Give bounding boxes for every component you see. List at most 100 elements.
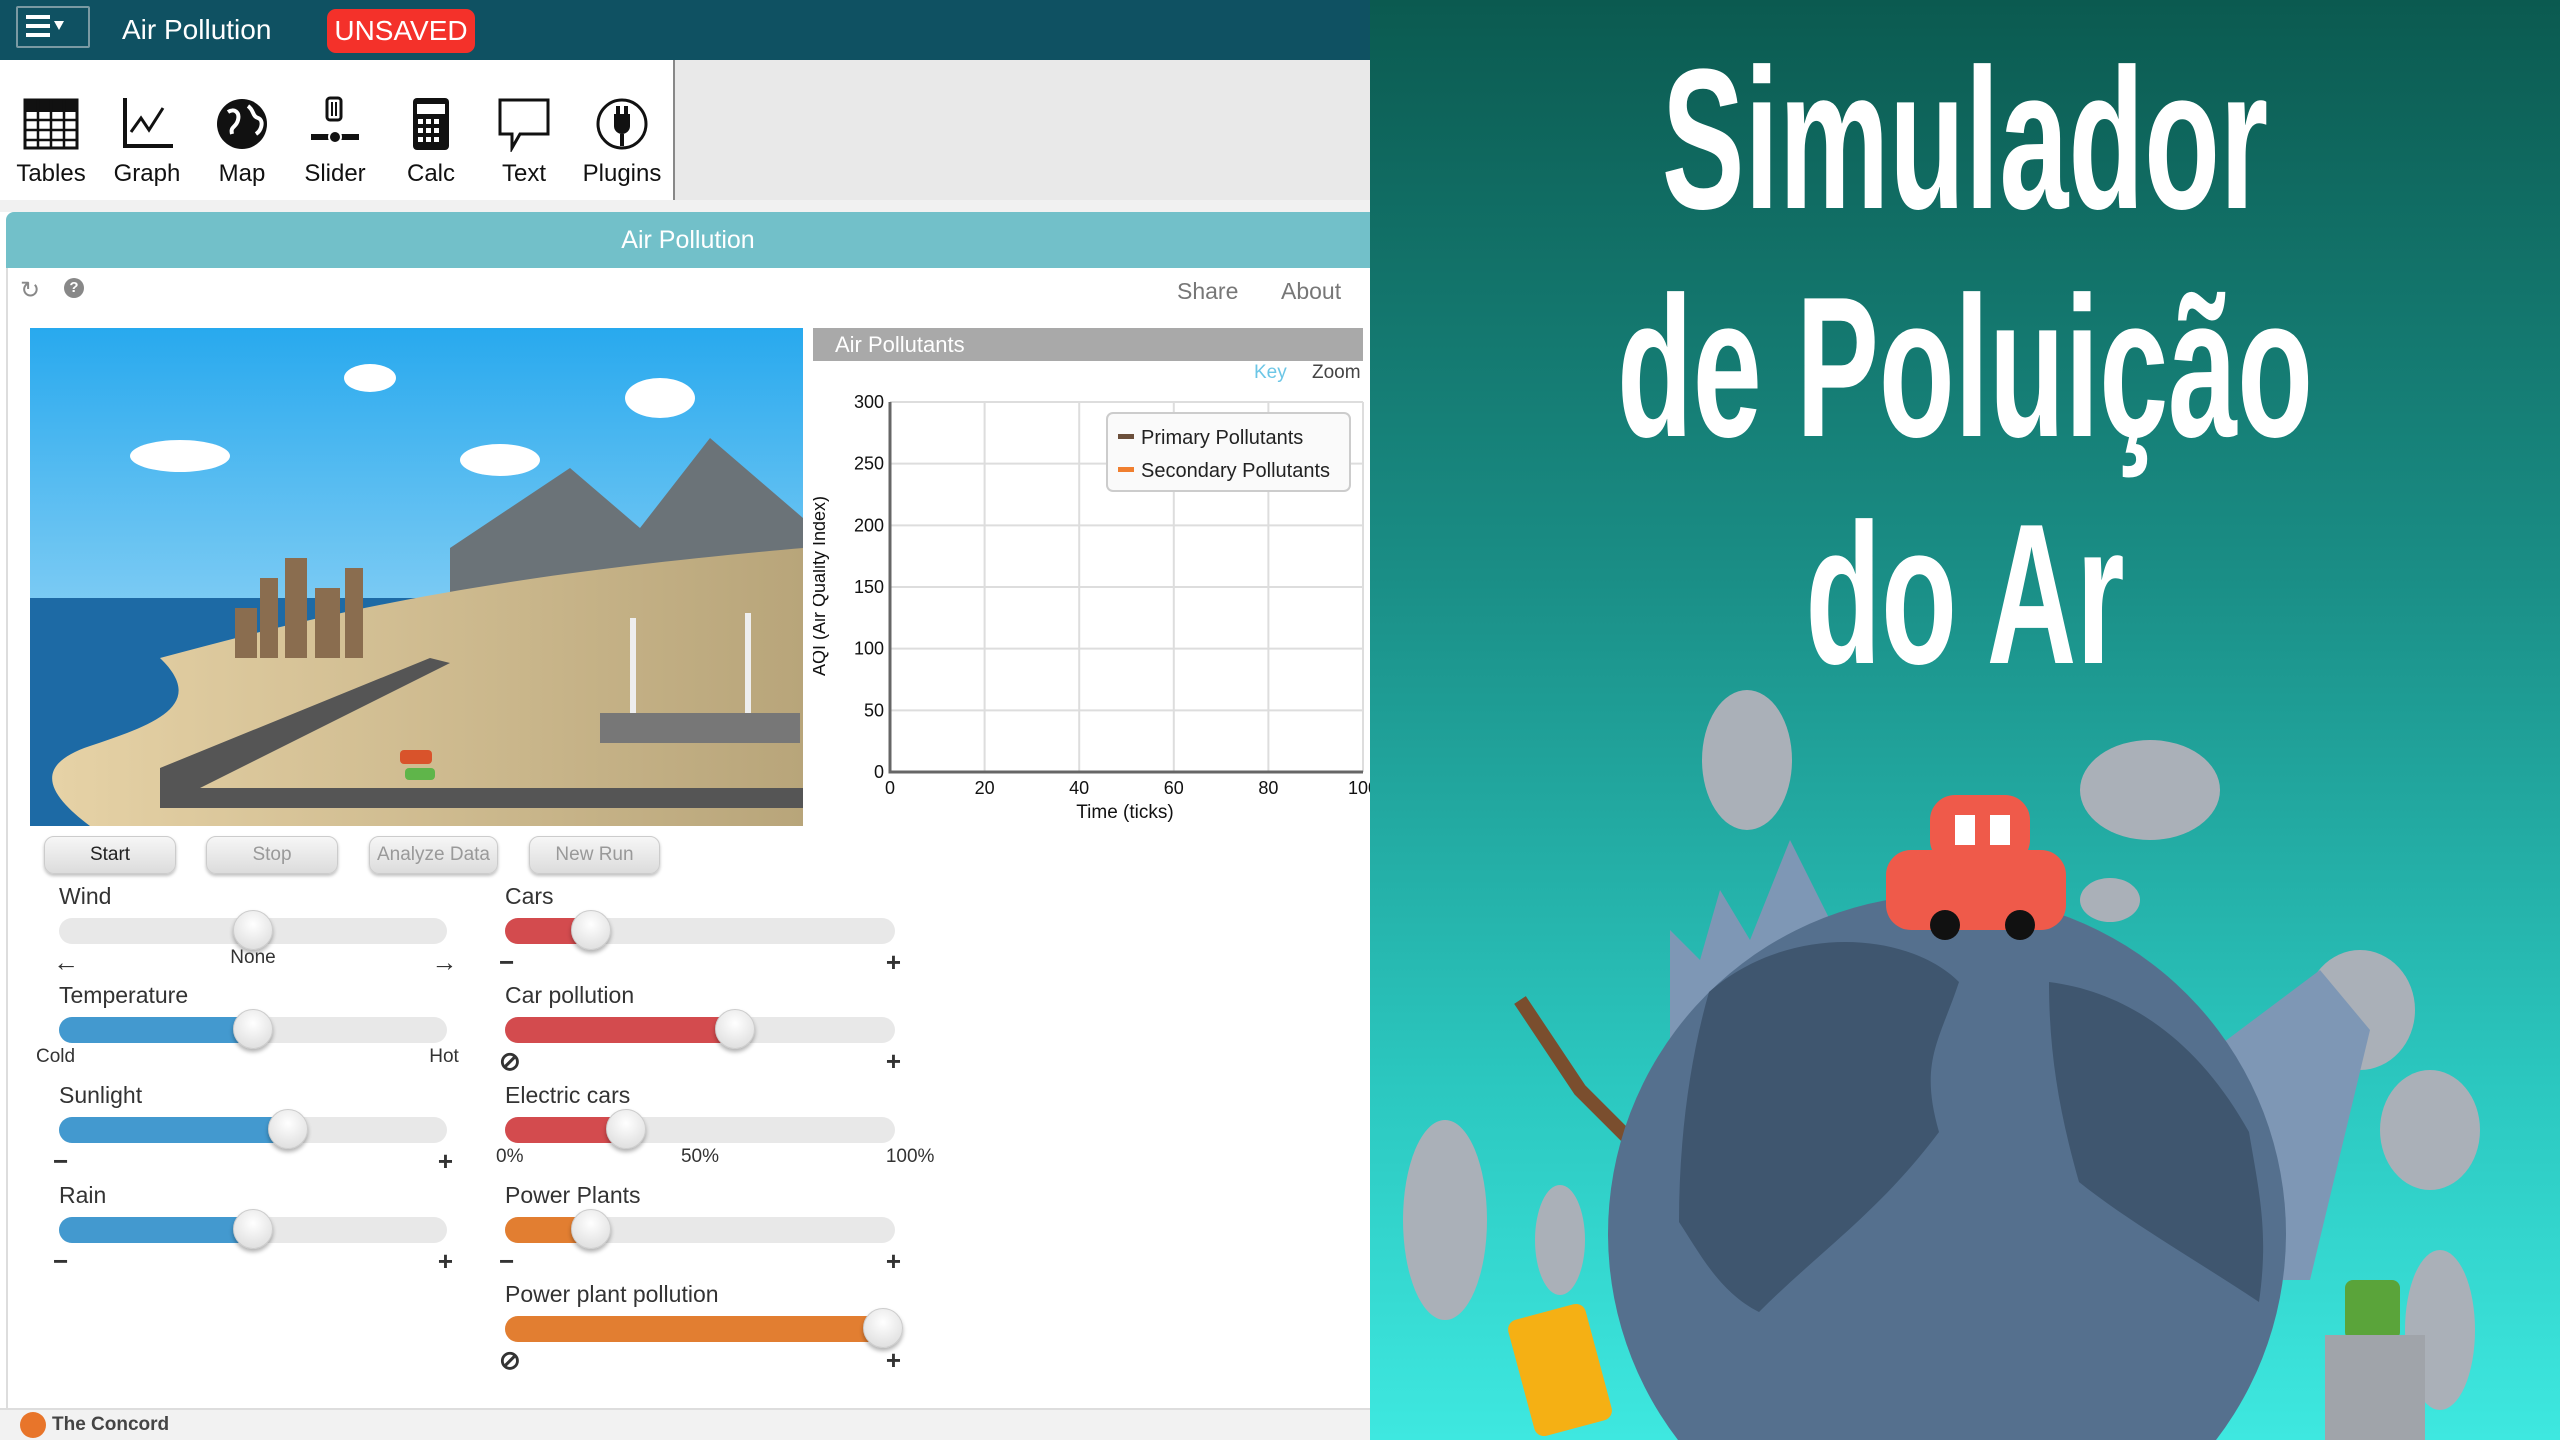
legend-swatch-primary (1118, 434, 1134, 439)
dead-tree (1514, 996, 1635, 1145)
air-pollutants-chart: 0 20 40 60 80 100 0 50 100 150 200 250 300 AQI (Air … (813, 392, 1370, 823)
tool-graph[interactable]: Graph (102, 96, 192, 188)
workspace-background (675, 60, 1370, 200)
y-axis-label: AQI (Air Quality Index) (813, 496, 829, 676)
tool-label: Text (501, 160, 546, 187)
reload-icon[interactable]: ↻ (20, 277, 41, 304)
car (400, 750, 432, 764)
factory (600, 613, 800, 743)
wind-slider[interactable] (59, 910, 447, 950)
document-title[interactable]: Air Pollution (122, 14, 272, 45)
key-link[interactable]: Key (1254, 362, 1287, 383)
rain-max-label: + (437, 1246, 454, 1276)
tool-slider[interactable]: Slider (290, 96, 380, 188)
simulation-scene (30, 328, 803, 826)
tool-text[interactable]: Text (479, 96, 569, 188)
sim-title-bar[interactable]: Air Pollution (6, 212, 1370, 268)
car-pollution-handle[interactable] (715, 1009, 756, 1049)
concord-logo-text: The Concord (52, 1414, 170, 1435)
promo-panel: Simulador de Poluição do Ar (1370, 0, 2560, 1440)
power-plant-pollution-slider[interactable] (505, 1308, 904, 1348)
calculator-icon (413, 98, 449, 150)
temperature-min-label: Cold (36, 1046, 76, 1067)
electric-cars-handle[interactable] (605, 1109, 646, 1149)
x-tick-label: 60 (1164, 778, 1184, 798)
tool-label: Tables (16, 160, 86, 187)
car-pollution-min-label: ⊘ (499, 1046, 521, 1076)
continent (2049, 982, 2264, 1302)
stop-button[interactable]: Stop (206, 836, 338, 874)
electric-cars-fill (505, 1117, 626, 1143)
workspace-grid (0, 200, 1370, 212)
x-tick-label: 20 (975, 778, 995, 798)
zoom-link[interactable]: Zoom (1312, 362, 1361, 383)
menu-button[interactable] (16, 6, 90, 48)
help-icon[interactable]: ? (64, 278, 84, 298)
electric-cars-max-label: 100% (885, 1146, 935, 1167)
top-bar: Air Pollution UNSAVED (0, 0, 1370, 60)
sunlight-handle[interactable] (267, 1109, 308, 1149)
plug-icon (596, 98, 648, 150)
y-tick-label: 200 (854, 515, 884, 535)
temperature-max-label: Hot (429, 1046, 459, 1067)
electric-cars-slider[interactable] (505, 1109, 895, 1149)
car (405, 768, 435, 780)
power-plants-label: Power Plants (505, 1182, 641, 1208)
legend-swatch-secondary (1118, 467, 1134, 472)
promo-title-line3: do Ar (1805, 483, 2125, 706)
sunlight-fill (59, 1117, 288, 1143)
wind-max-label: → (431, 947, 458, 977)
about-link[interactable]: About (1281, 278, 1342, 304)
car-pollution-max-label: + (885, 1046, 902, 1076)
graph-icon (123, 98, 173, 148)
tool-calc[interactable]: Calc (386, 96, 476, 188)
tool-tables[interactable]: Tables (6, 96, 96, 188)
sunlight-label: Sunlight (59, 1082, 143, 1108)
y-tick-label: 250 (854, 454, 884, 474)
footer: The Concord (0, 1408, 1370, 1440)
promo-title-line2: de Poluição (1617, 256, 2313, 479)
new-run-button[interactable]: New Run (529, 836, 660, 874)
temperature-handle[interactable] (233, 1009, 273, 1049)
unsaved-badge: UNSAVED (327, 9, 475, 53)
cars-handle[interactable] (570, 910, 611, 950)
wind-handle[interactable] (233, 910, 273, 950)
globe-icon (217, 99, 267, 149)
cars-min-label: − (499, 947, 515, 977)
x-tick-label: 100 (1348, 778, 1370, 798)
sunlight-max-label: + (437, 1146, 454, 1176)
analyze-data-button[interactable]: Analyze Data (369, 836, 498, 874)
power-plant-pollution-label: Power plant pollution (505, 1281, 719, 1307)
temperature-slider[interactable] (59, 1009, 447, 1049)
tool-label: Map (218, 160, 266, 187)
rain-handle[interactable] (233, 1209, 273, 1249)
y-tick-label: 100 (854, 639, 884, 659)
wind-min-label: ← (53, 947, 79, 977)
power-plants-slider[interactable] (505, 1209, 895, 1249)
cars-slider[interactable] (505, 910, 895, 950)
power-plants-min-label: − (499, 1246, 515, 1276)
cars-label: Cars (505, 883, 554, 909)
car-pollution-slider[interactable] (505, 1009, 895, 1049)
x-axis-label: Time (ticks) (1076, 802, 1173, 823)
power-plants-handle[interactable] (570, 1209, 611, 1249)
toolbar: Tables Graph Map Slider Calc Text Plugin… (0, 60, 675, 200)
promo-title-line1: Simulador (1661, 28, 2269, 251)
yellow-bus-icon (1508, 1303, 1612, 1437)
power-plant-pollution-handle[interactable] (863, 1308, 904, 1348)
hamburger-icon (26, 15, 64, 37)
share-link[interactable]: Share (1177, 278, 1239, 304)
y-tick-label: 300 (854, 392, 884, 412)
red-car-icon (1886, 795, 2066, 940)
tool-map[interactable]: Map (197, 96, 287, 188)
tool-plugins[interactable]: Plugins (577, 96, 667, 188)
polluted-earth-illustration (1403, 690, 2480, 1440)
start-button[interactable]: Start (44, 836, 176, 874)
sunlight-slider[interactable] (59, 1109, 447, 1149)
electric-cars-mid-label: 50% (680, 1146, 720, 1167)
speech-bubble-icon (498, 98, 550, 152)
rain-slider[interactable] (59, 1209, 447, 1249)
legend-secondary: Secondary Pollutants (1141, 460, 1330, 482)
legend[interactable]: Primary Pollutants Secondary Pollutants (1106, 412, 1351, 492)
tool-label: Calc (406, 160, 455, 187)
